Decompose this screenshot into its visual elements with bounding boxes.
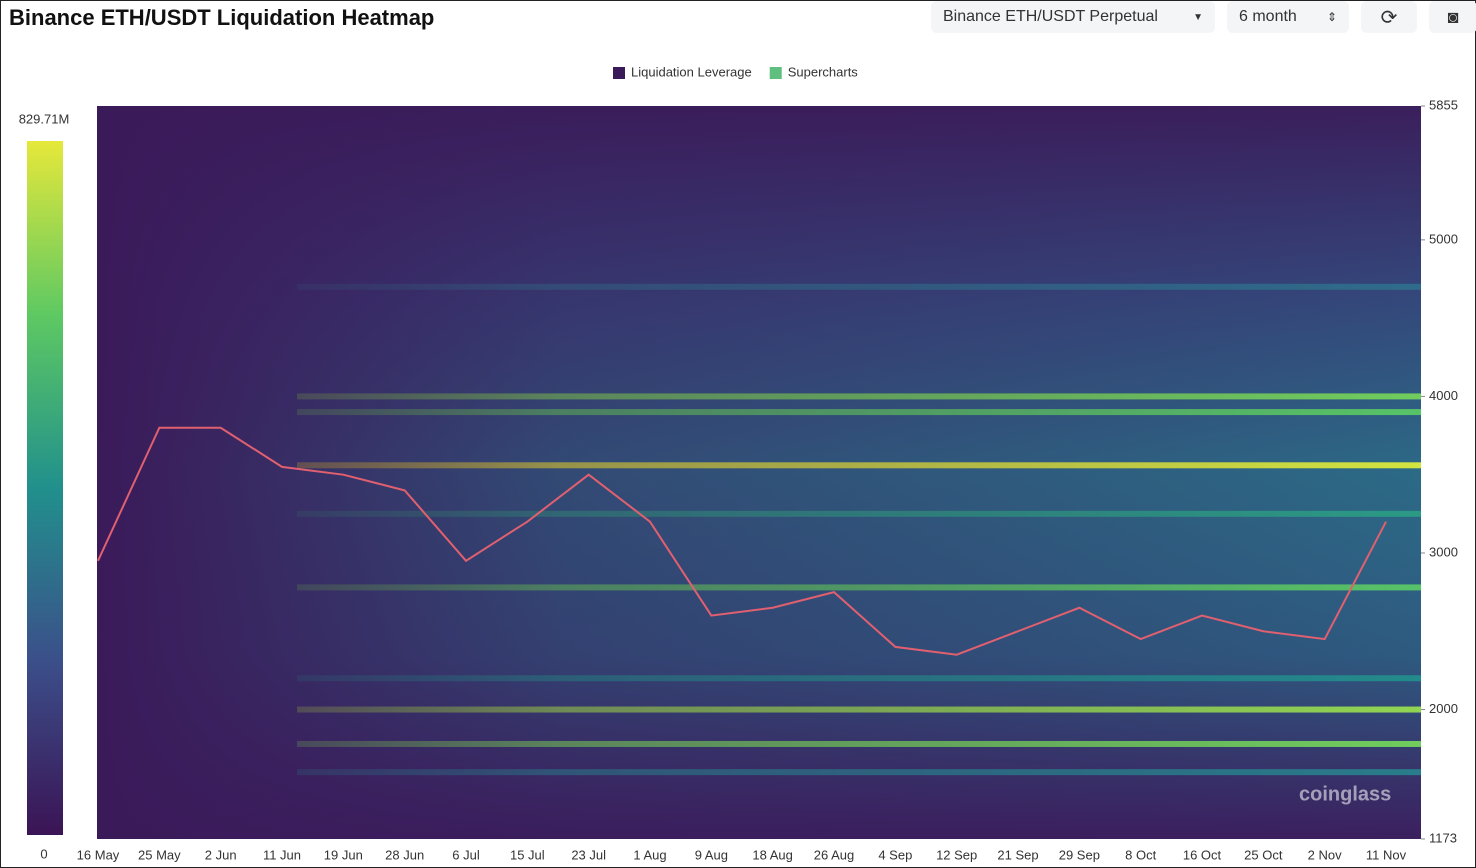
x-tick-label: 16 Oct	[1183, 847, 1222, 862]
liquidation-level	[297, 409, 1421, 416]
title: Binance ETH/USDT Liquidation Heatmap	[9, 5, 435, 30]
range-select[interactable]: 6 month ⇕	[1227, 1, 1349, 33]
x-tick-label: 11 Nov	[1366, 847, 1407, 862]
x-tick-label: 11 Jun	[263, 847, 301, 862]
liquidation-level	[297, 675, 1421, 682]
x-tick-label: 2 Jun	[205, 847, 237, 862]
colorbar	[27, 141, 63, 835]
x-tick-label: 4 Sep	[878, 847, 912, 862]
x-tick-label: 15 Jul	[510, 847, 545, 862]
liquidation-level	[297, 462, 1421, 469]
x-tick-label: 18 Aug	[752, 847, 793, 862]
range-label: 6 month	[1239, 8, 1297, 25]
colorbar-max: 829.71M	[19, 111, 70, 126]
x-tick-label: 25 Oct	[1244, 847, 1283, 862]
y-tick-label: 2000	[1429, 701, 1458, 716]
liquidation-level	[297, 584, 1421, 591]
x-tick-label: 29 Sep	[1059, 847, 1100, 862]
exchange-select[interactable]: Binance ETH/USDT Perpetual ▼	[931, 1, 1215, 33]
legend-swatch	[613, 67, 625, 79]
x-tick-label: 28 Jun	[385, 847, 424, 862]
price-line	[97, 426, 1387, 656]
y-tick-label: 5855	[1429, 97, 1458, 112]
y-tick-label: 5000	[1429, 231, 1458, 246]
screenshot-button[interactable]: ◙	[1429, 1, 1476, 33]
liquidation-level	[297, 706, 1421, 713]
legend-label: Liquidation Leverage	[631, 64, 752, 79]
x-tick-label: 16 May	[77, 847, 120, 862]
liquidation-level	[297, 769, 1421, 776]
refresh-button[interactable]: ⟳	[1361, 1, 1417, 33]
x-tick-label: 9 Aug	[695, 847, 728, 862]
y-tick-label: 3000	[1429, 544, 1458, 559]
x-tick-label: 26 Aug	[814, 847, 855, 862]
liquidation-level	[297, 740, 1421, 747]
x-tick-label: 1 Aug	[633, 847, 666, 862]
y-tick-label: 4000	[1429, 388, 1458, 403]
x-tick-label: 25 May	[138, 847, 181, 862]
exchange-label: Binance ETH/USDT Perpetual	[943, 8, 1158, 25]
x-tick-label: 23 Jul	[571, 847, 606, 862]
legend-label: Supercharts	[788, 64, 859, 79]
legend-swatch	[769, 67, 782, 79]
liquidation-level	[297, 283, 1421, 290]
liquidation-level	[297, 510, 1421, 517]
heatmap-background	[97, 106, 1421, 839]
heatmap-fade	[97, 106, 1421, 839]
x-tick-label: 6 Jul	[452, 847, 480, 862]
liquidation-level	[297, 393, 1421, 400]
x-tick-label: 2 Nov	[1308, 847, 1342, 862]
x-tick-label: 12 Sep	[936, 847, 977, 862]
colorbar-min: 0	[40, 846, 47, 861]
x-tick-label: 21 Sep	[997, 847, 1038, 862]
watermark: coinglass	[1299, 783, 1391, 805]
y-tick-label: 1173	[1429, 830, 1457, 845]
x-tick-label: 19 Jun	[324, 847, 363, 862]
x-tick-label: 8 Oct	[1125, 847, 1156, 862]
